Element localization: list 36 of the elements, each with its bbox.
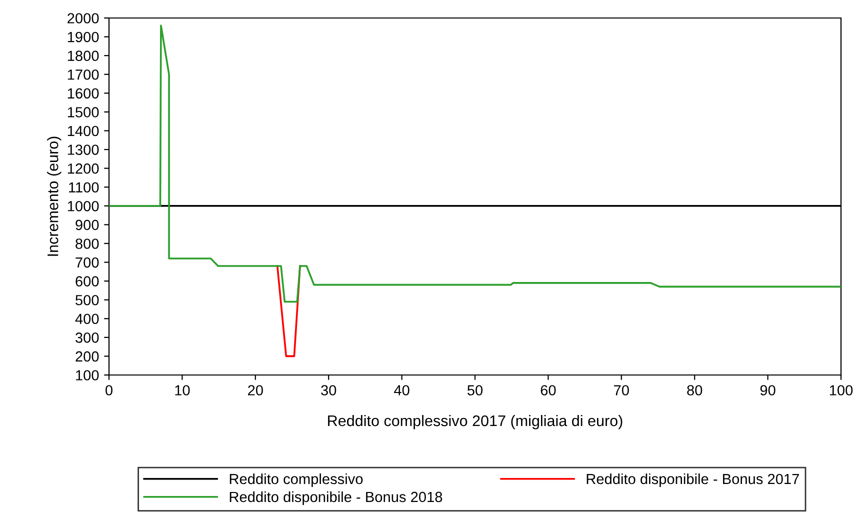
x-tick-label: 100 <box>830 385 853 396</box>
y-tick-label: 1100 <box>69 182 99 193</box>
x-tick-label: 10 <box>175 385 190 396</box>
x-tick-label: 0 <box>106 385 112 396</box>
y-tick-label: 1900 <box>68 32 99 42</box>
x-tick-label: 80 <box>687 385 702 396</box>
x-tick-label: 70 <box>614 385 629 396</box>
legend-label: Reddito disponibile - Bonus 2018 <box>230 491 442 506</box>
y-tick-label: 1600 <box>68 88 99 99</box>
x-tick-label: 20 <box>248 385 263 396</box>
x-tick-label: 30 <box>321 385 336 396</box>
x-tick-label: 90 <box>760 385 776 396</box>
y-tick-label: 100 <box>76 370 99 380</box>
y-tick-label: 1000 <box>68 200 99 212</box>
y-tick-label: 500 <box>76 294 99 306</box>
y-tick-label: 2000 <box>68 13 99 24</box>
x-tick-label: 40 <box>394 385 410 396</box>
y-tick-label: 700 <box>76 257 99 268</box>
legend-label: Reddito disponibile - Bonus 2017 <box>586 473 799 488</box>
x-axis-title: Reddito complessivo 2017 (migliaia di euro) <box>328 414 622 430</box>
x-tick-label: 50 <box>467 385 483 396</box>
y-tick-label: 200 <box>76 351 99 362</box>
y-tick-label: 1800 <box>68 50 99 62</box>
y-tick-label: 600 <box>76 276 99 286</box>
x-tick-label: 60 <box>540 385 556 396</box>
y-tick-label: 900 <box>76 220 99 230</box>
y-tick-label: 800 <box>76 238 99 249</box>
y-tick-label: 400 <box>75 314 99 324</box>
y-tick-label: 1200 <box>68 163 99 174</box>
y-tick-label: 1700 <box>68 69 99 80</box>
y-tick-label: 1500 <box>68 107 99 118</box>
y-tick-label: 1300 <box>68 144 99 155</box>
legend-label: Reddito complessivo <box>230 473 363 488</box>
y-tick-label: 1400 <box>68 126 99 136</box>
y-axis-title: Incremento (euro) <box>47 136 62 256</box>
y-tick-label: 300 <box>76 332 99 343</box>
